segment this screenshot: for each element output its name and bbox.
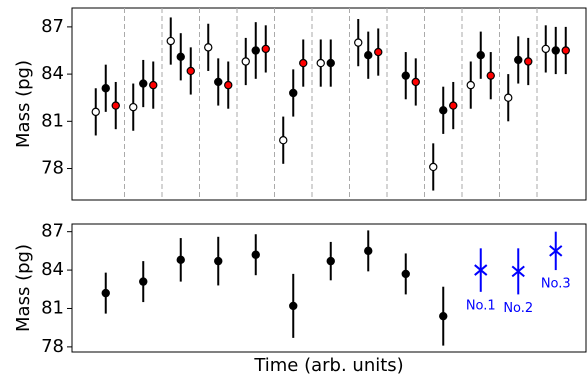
point: [176, 52, 185, 61]
y-tick-label: 84: [41, 259, 64, 280]
y-axis-label: Mass (pg): [13, 244, 34, 332]
y-tick-label: 87: [41, 16, 64, 37]
point: [111, 101, 120, 110]
y-tick-label: 87: [41, 221, 64, 242]
point: [251, 250, 260, 259]
point: [474, 264, 488, 276]
point: [279, 135, 288, 145]
point: [549, 245, 563, 257]
point: [299, 58, 308, 68]
point: [476, 51, 485, 60]
point: [429, 162, 438, 172]
point: [139, 277, 148, 286]
point: [289, 301, 298, 311]
point: [224, 80, 233, 90]
point: [514, 55, 523, 65]
point: [486, 71, 495, 80]
plot-area: [71, 223, 587, 353]
point: [504, 93, 513, 102]
point: [541, 44, 550, 54]
point: [364, 51, 373, 60]
point: [289, 88, 298, 98]
y-tick-label: 84: [41, 63, 64, 84]
point: [439, 311, 448, 321]
point-label: No.2: [503, 301, 533, 316]
point: [354, 38, 363, 47]
point: [176, 255, 185, 265]
point: [251, 46, 260, 55]
point: [214, 256, 223, 266]
point: [449, 101, 458, 110]
point: [364, 246, 373, 256]
y-tick-label: 78: [41, 336, 64, 357]
point: [524, 57, 533, 66]
y-tick-label: 78: [41, 158, 64, 179]
point: [466, 80, 475, 90]
plot-area: [71, 7, 587, 201]
point: [561, 46, 570, 55]
point: [551, 46, 560, 55]
point: [511, 265, 525, 278]
point: [129, 102, 138, 112]
y-tick-label: 81: [41, 297, 64, 318]
point: [214, 77, 223, 87]
point: [166, 36, 175, 46]
point: [91, 107, 100, 117]
point: [326, 256, 335, 266]
point: [411, 77, 420, 87]
y-tick-label: 81: [41, 110, 64, 131]
point: [186, 66, 195, 76]
point: [326, 58, 335, 68]
point: [101, 84, 110, 93]
point: [401, 269, 410, 279]
point: [439, 106, 448, 115]
point: [204, 43, 213, 52]
point: [316, 58, 325, 68]
x-axis-label: Time (arb. units): [253, 355, 403, 376]
point: [241, 57, 250, 66]
point: [401, 71, 410, 80]
point: [101, 288, 110, 298]
point: [139, 79, 148, 88]
point: [261, 44, 270, 54]
point: [374, 47, 383, 57]
point-label: No.1: [466, 298, 496, 313]
y-axis-label: Mass (pg): [13, 60, 34, 148]
point: [149, 80, 158, 90]
point-label: No.3: [541, 277, 571, 292]
